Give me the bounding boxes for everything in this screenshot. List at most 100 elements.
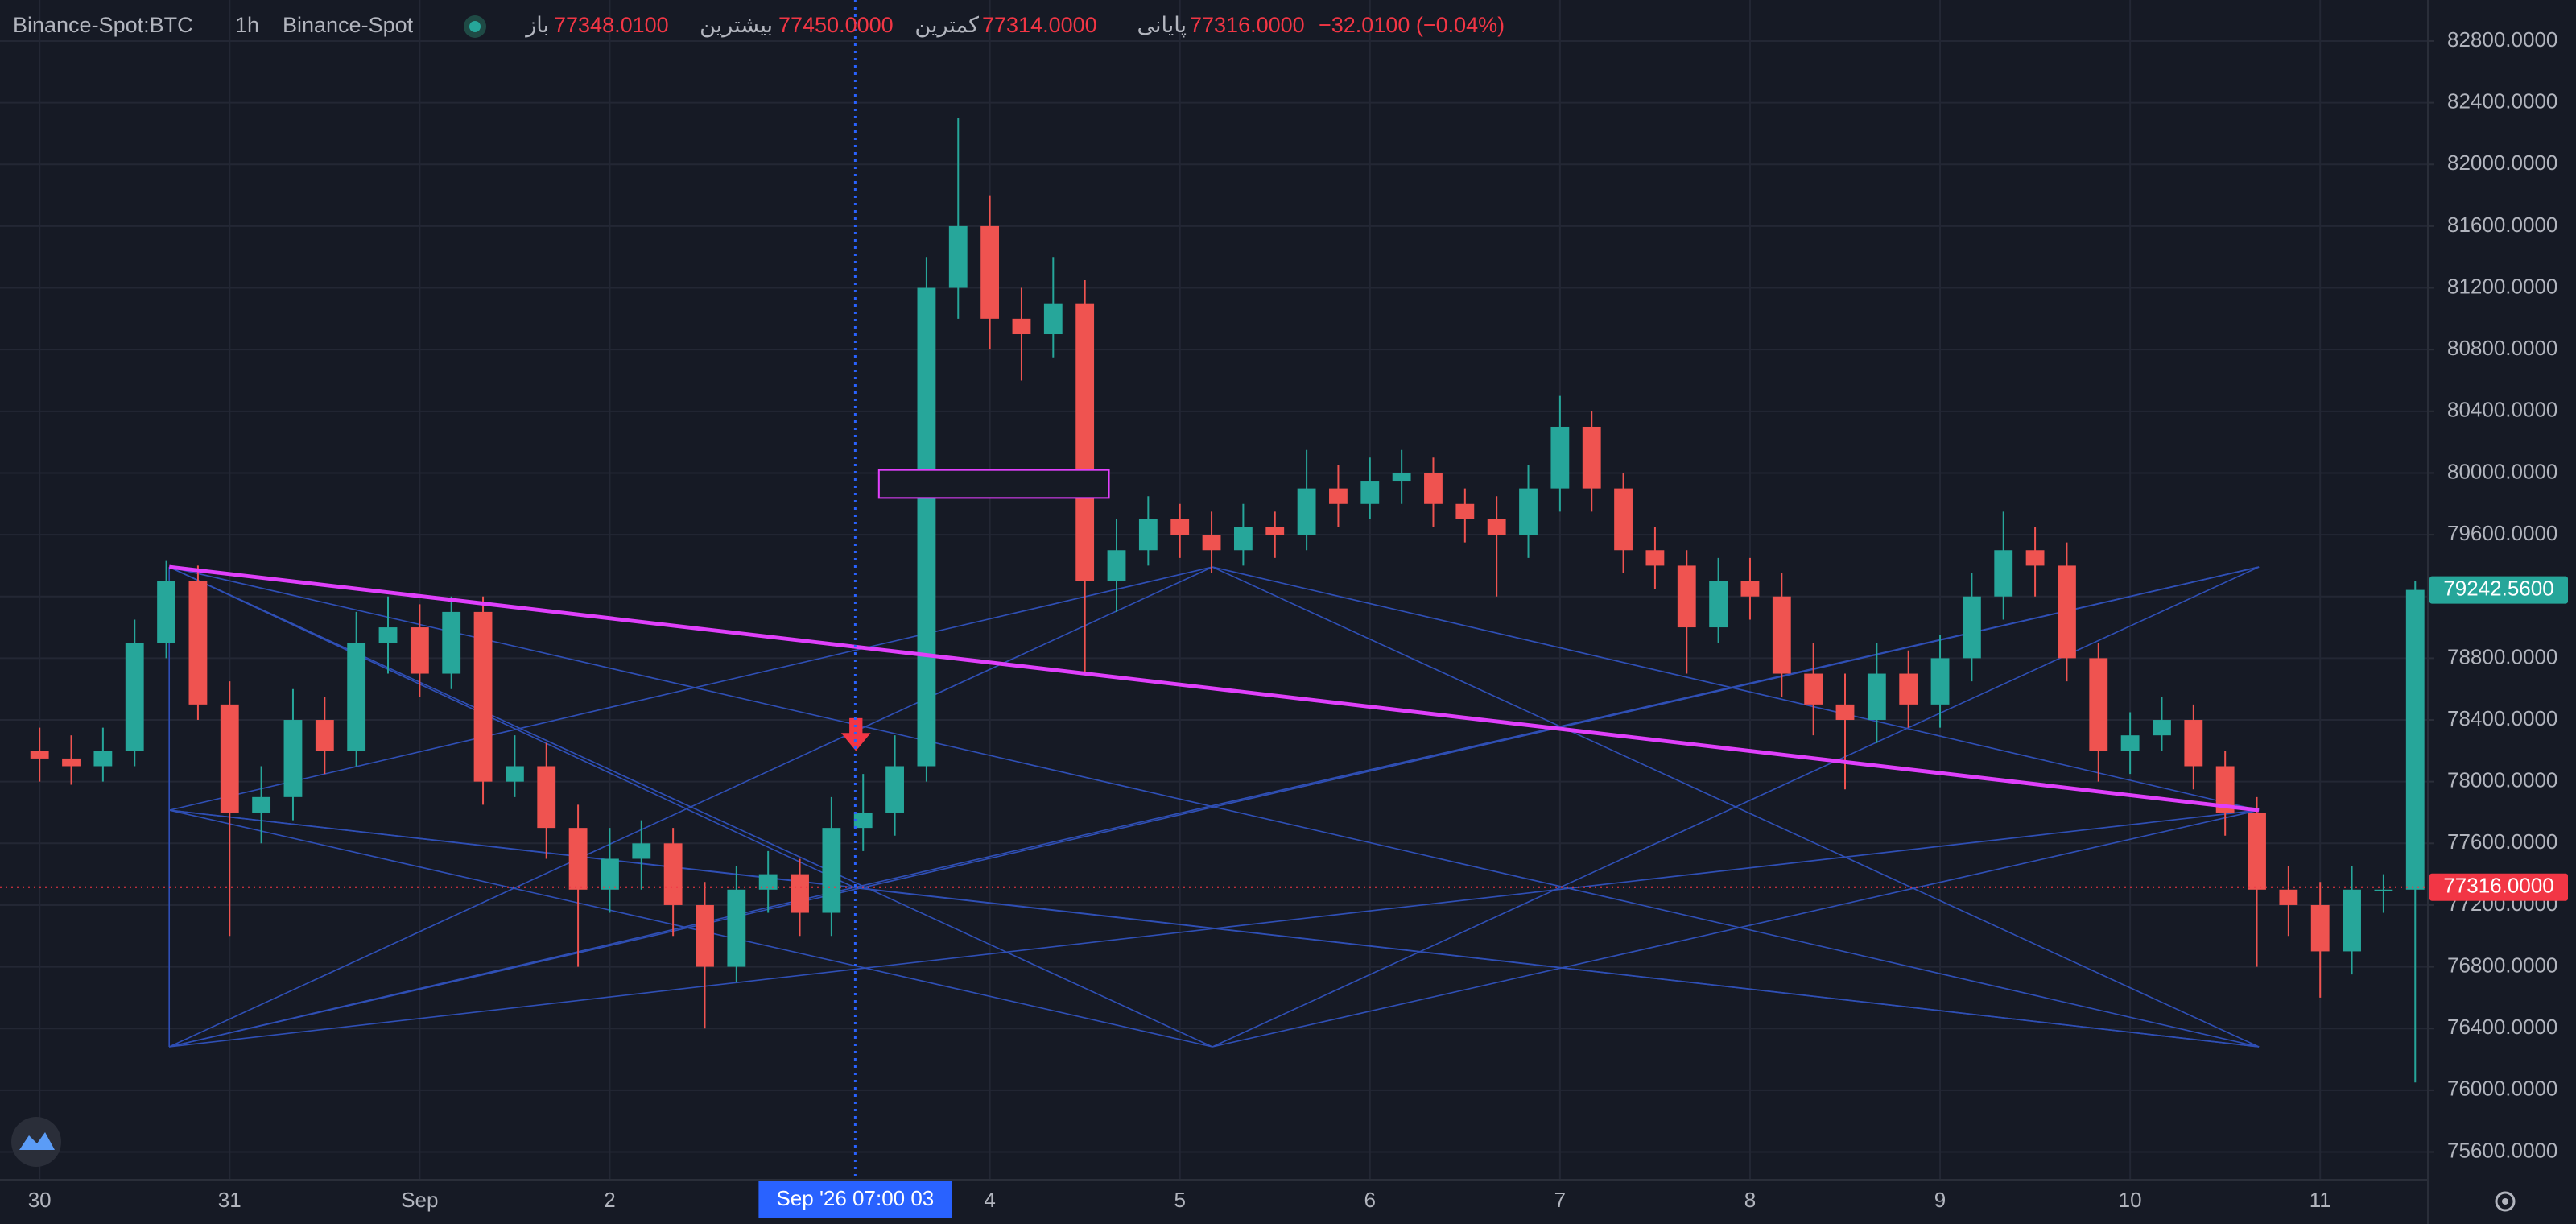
candle-body (1994, 550, 2013, 597)
candle-body (505, 766, 524, 782)
candle-body (2248, 812, 2266, 890)
logo-mark (19, 1132, 55, 1150)
x-tick-label: 7 (1554, 1188, 1566, 1212)
candle-body (568, 828, 588, 890)
candle-body (1835, 704, 1855, 721)
candle-body (1487, 519, 1506, 536)
candle-body (2058, 565, 2076, 659)
readout-value: 77316.0000 (1190, 13, 1305, 37)
candle-body (948, 225, 968, 288)
candle-body (347, 643, 366, 751)
x-tick-label: 11 (2310, 1188, 2331, 1212)
price-tag-label: 77316.0000 (2443, 874, 2553, 898)
trend-line (168, 564, 2260, 813)
candle-body (1170, 519, 1190, 536)
candle-body (537, 766, 556, 829)
candle-body (30, 751, 49, 759)
x-tick-label: 4 (984, 1188, 995, 1212)
candle-body (1424, 473, 1443, 504)
signal-arrow (840, 733, 871, 751)
y-tick-label: 82400.0000 (2447, 89, 2557, 113)
y-tick-label: 80000.0000 (2447, 459, 2557, 483)
candle-body (442, 611, 461, 674)
candle-body (980, 225, 1000, 319)
status-dot (469, 21, 481, 32)
candle-body (727, 889, 746, 967)
pattern-drawing (168, 566, 2260, 1048)
candle-body (1614, 488, 1633, 551)
y-tick-label: 78400.0000 (2447, 706, 2557, 730)
y-tick-label: 76400.0000 (2447, 1015, 2557, 1039)
candle-body (220, 704, 239, 813)
candle-body (1202, 535, 1221, 551)
x-tick-label: 10 (2119, 1188, 2142, 1212)
price-tag (2429, 576, 2568, 604)
candle-body (62, 758, 80, 767)
candle-body (2310, 904, 2330, 952)
candle-body (2405, 589, 2425, 890)
y-tick-label: 81600.0000 (2447, 213, 2557, 237)
readout-label: بیشترین (700, 13, 773, 38)
candle-body (886, 766, 904, 813)
settings-icon[interactable] (2495, 1191, 2516, 1212)
candle-body (1075, 303, 1095, 581)
x-tick-label: 6 (1364, 1188, 1376, 1212)
readout-label: کمترین (914, 13, 979, 38)
price-tag-label: 79242.5600 (2443, 576, 2553, 600)
overlay (0, 0, 2428, 1180)
candle-body (1709, 581, 1728, 628)
candle-body (1329, 488, 1348, 504)
candle-body (853, 812, 873, 829)
candle-body (1297, 488, 1316, 536)
candle-body (1550, 426, 1570, 489)
candle-body (1012, 318, 1031, 335)
legend: Binance-Spot:BTC 1h Binance-Spot باز 773… (13, 13, 1505, 38)
candle-body (2215, 766, 2235, 813)
pattern-line (169, 809, 1213, 1048)
candle-body (2279, 889, 2298, 905)
y-tick-label: 75600.0000 (2447, 1138, 2557, 1162)
candle-body (1265, 527, 1285, 536)
candle-body (1930, 658, 1950, 705)
candle-body (315, 720, 334, 751)
readout-value: 77450.0000 (778, 13, 894, 37)
pattern-line (169, 809, 2260, 1048)
grid (0, 0, 2428, 1180)
candle-body (1233, 527, 1253, 551)
y-tick-label: 78000.0000 (2447, 768, 2557, 792)
price-tag (2429, 873, 2568, 901)
candle-body (188, 581, 208, 705)
candle-body (1804, 673, 1823, 705)
candle-body (2089, 658, 2108, 751)
pattern-line (169, 566, 2260, 1048)
y-tick-label: 82000.0000 (2447, 151, 2557, 175)
y-tick-label: 80800.0000 (2447, 336, 2557, 360)
settings-icon[interactable] (2502, 1198, 2508, 1205)
settings-button[interactable] (2495, 1191, 2516, 1212)
candle-body (2025, 550, 2045, 566)
x-tick-label: 30 (28, 1188, 52, 1212)
candle-body (252, 796, 271, 813)
candle-body (378, 627, 398, 643)
candle-body (696, 904, 714, 967)
candle-body (758, 874, 778, 890)
candle-body (822, 828, 841, 913)
pattern-line (1212, 566, 2260, 1048)
y-tick-label: 77600.0000 (2447, 829, 2557, 854)
candle-body (663, 843, 683, 905)
candle-body (1645, 550, 1665, 566)
candle-body (791, 874, 809, 913)
x-tick-label: 5 (1174, 1188, 1185, 1212)
readout-change: −32.0100 (−0.04%) (1319, 13, 1505, 37)
symbol: Binance-Spot:BTC (13, 13, 193, 37)
x-tick-label: 2 (604, 1188, 615, 1212)
y-tick-label: 76000.0000 (2447, 1077, 2557, 1101)
candle-body (1455, 503, 1475, 519)
pattern-line (169, 566, 1213, 811)
crosshair-label: Sep '26 07:00 03 (776, 1186, 934, 1210)
candle-body (1392, 473, 1411, 482)
exchange: Binance-Spot (283, 13, 414, 37)
candle-body (1867, 673, 1886, 721)
